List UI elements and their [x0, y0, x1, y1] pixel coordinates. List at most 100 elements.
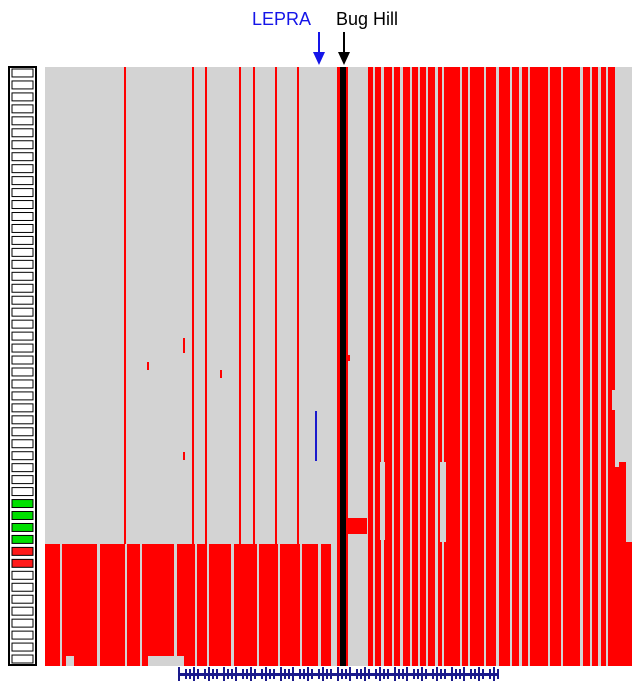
gene-exon-mark: [341, 669, 343, 679]
gene-exon-mark: [463, 667, 465, 681]
legend-key-cell: [11, 403, 34, 413]
gene-exon-mark: [250, 667, 252, 681]
gene-exon-mark: [269, 669, 271, 679]
gene-exon-mark: [493, 667, 495, 681]
gene-exon-mark: [451, 667, 453, 681]
legend-key-cell: [11, 247, 34, 257]
legend-key-cell: [11, 212, 34, 221]
legend-key-cell: [11, 463, 34, 473]
legend-key-cell: [11, 427, 34, 437]
legend-key-cell: [11, 116, 34, 126]
legend-key-cell: [11, 271, 34, 281]
legend-key-cell: [11, 80, 34, 90]
right-grey-stripes: [373, 67, 632, 666]
legend-key-cell: [11, 307, 34, 317]
legend-key-cell: [11, 451, 34, 461]
gene-exon-mark: [470, 669, 472, 679]
legend-key-cell: [11, 367, 34, 377]
gene-exon-mark: [311, 669, 313, 679]
legend-key-cell: [11, 295, 34, 305]
center-small-red: [347, 518, 367, 534]
left-red-lines: [124, 67, 299, 544]
lepra-trace: [315, 411, 317, 461]
gene-exon-mark: [265, 667, 267, 681]
legend-key-cell: [11, 618, 34, 628]
gene-exon-mark: [273, 669, 275, 679]
gene-exon-mark: [474, 669, 476, 679]
gene-exon-mark: [246, 669, 248, 679]
gene-exon-mark: [322, 667, 324, 681]
gene-exon-mark: [227, 669, 229, 679]
legend-key-cell: [11, 582, 34, 592]
gene-exon-mark: [204, 669, 206, 679]
gene-exon-mark: [432, 669, 434, 679]
lepra-arrow-icon: [313, 32, 325, 65]
legend-key-cell: [11, 475, 34, 485]
legend-key-cell: [11, 534, 34, 544]
gene-exon-mark: [394, 667, 396, 681]
lepra-label: LEPRA: [252, 9, 312, 29]
gene-exon-mark: [197, 669, 199, 679]
gene-exon-mark: [387, 669, 389, 679]
legend-key-cell: [11, 319, 34, 329]
legend-key-cell: [11, 343, 34, 353]
legend-key-cell: [11, 630, 34, 640]
legend-key-cell: [11, 355, 34, 365]
legend-key-cell: [11, 391, 34, 401]
gene-exon-mark: [193, 667, 195, 681]
gene-exon-mark: [280, 667, 282, 681]
legend-key-cell: [11, 200, 34, 210]
gene-exon-mark: [349, 667, 351, 681]
legend-key-cell: [11, 92, 34, 102]
bug-hill-arrow-icon: [338, 32, 350, 65]
gene-exon-mark: [299, 669, 301, 679]
gene-exon-mark: [406, 667, 408, 681]
legend-key-cell: [11, 331, 34, 341]
gene-exon-mark: [216, 669, 218, 679]
legend-key-cell: [11, 558, 34, 568]
gene-exon-mark: [398, 669, 400, 679]
gene-exon-mark: [425, 669, 427, 679]
gene-exon-mark: [497, 669, 499, 679]
bug-hill-label: Bug Hill: [336, 9, 399, 29]
gene-exon-mark: [368, 669, 370, 679]
gene-exon-mark: [440, 669, 442, 679]
legend-key-cell: [11, 283, 34, 293]
bug-hill-red-right: [346, 67, 348, 666]
gene-exon-mark: [208, 667, 210, 681]
legend-key: [8, 66, 37, 666]
legend-key-cell: [11, 140, 34, 150]
legend-key-cell: [11, 606, 34, 616]
gene-exon-mark: [178, 667, 180, 681]
gene-exon-mark: [261, 669, 263, 679]
genotype-matrix: [45, 67, 632, 666]
gene-exon-mark: [356, 669, 358, 679]
gene-exon-mark: [383, 669, 385, 679]
gene-exon-mark: [455, 669, 457, 679]
gene-exon-mark: [379, 667, 381, 681]
legend-key-cell: [11, 511, 34, 520]
legend-key-cell: [11, 642, 34, 652]
legend-key-cell: [11, 439, 34, 449]
legend-key-cell: [11, 259, 34, 269]
legend-key-cell: [11, 223, 34, 233]
gene-exon-mark: [402, 669, 404, 679]
right-red-block-upper: [368, 67, 580, 462]
gene-exon-mark: [185, 669, 187, 679]
legend-key-cell: [11, 546, 34, 556]
gene-exon-mark: [242, 669, 244, 679]
gene-exon-mark: [413, 669, 415, 679]
gene-exon-mark: [444, 669, 446, 679]
center-red-left: [337, 67, 340, 666]
gene-exon-mark: [303, 669, 305, 679]
gene-exon-mark: [254, 669, 256, 679]
legend-key-cell: [11, 164, 34, 174]
gene-exon-mark: [288, 669, 290, 679]
gene-exon-mark: [417, 669, 419, 679]
gene-exon-mark: [421, 667, 423, 681]
gene-exon-mark: [478, 667, 480, 681]
legend-key-cell: [11, 152, 34, 162]
legend-key-cell: [11, 487, 34, 497]
legend-key-cell: [11, 499, 34, 509]
